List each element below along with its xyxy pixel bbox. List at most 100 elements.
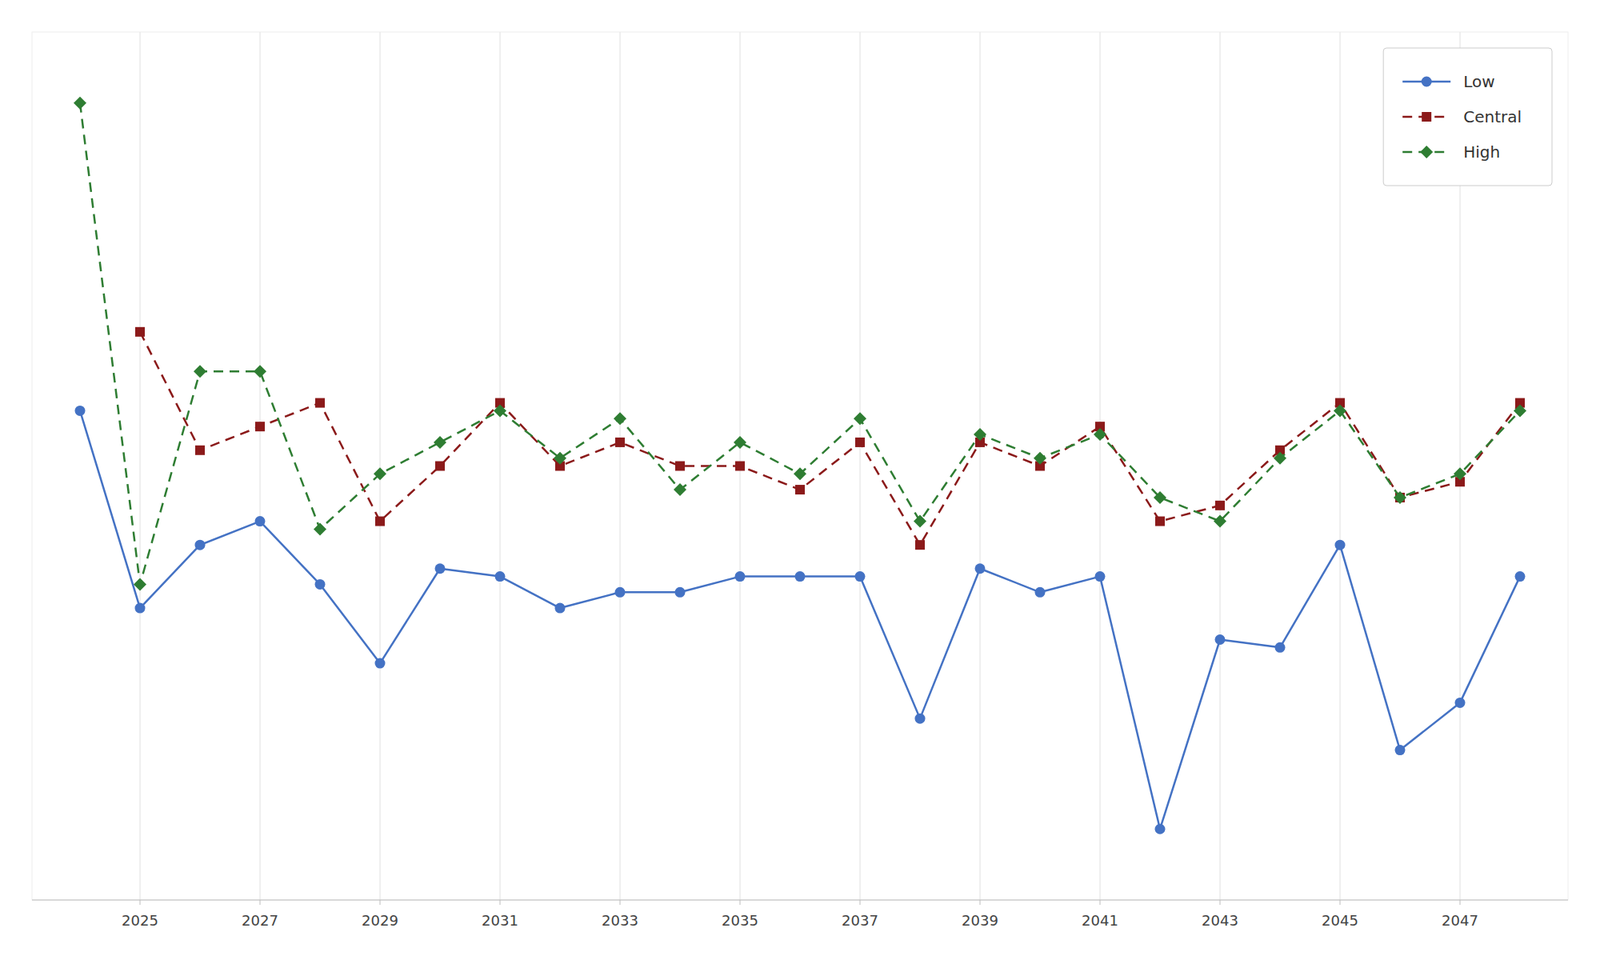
point-marker [1513,404,1527,417]
point-marker [1213,515,1227,528]
point-marker [433,436,447,449]
series-low [75,405,1526,835]
x-tick-label: 2031 [481,912,519,929]
plot-area [73,96,1527,835]
x-tick [140,900,141,905]
point-marker [913,515,927,528]
x-grid-line [620,32,621,900]
legend-label: High [1463,142,1500,162]
point-marker [75,405,86,416]
point-marker [493,404,507,417]
point-marker [553,452,567,465]
point-marker [673,483,687,496]
point-marker [613,412,627,425]
legend-marker [1421,76,1432,88]
x-tick [860,900,861,905]
x-tick [980,900,981,905]
point-marker [1453,467,1467,480]
legend-marker [1421,112,1432,122]
point-marker [615,437,625,448]
point-marker [793,467,807,480]
legend-label: Central [1463,107,1522,127]
x-tick [1340,900,1341,905]
point-marker [795,571,806,582]
x-tick [260,900,261,905]
point-marker [1035,587,1046,598]
legend-label: Low [1463,72,1495,92]
point-marker [1455,697,1466,708]
x-grid-line [1100,32,1101,900]
x-tick-label: 2025 [121,912,159,929]
point-marker [255,421,265,432]
point-marker [133,577,147,591]
x-tick [500,900,501,905]
point-marker [973,428,987,441]
legend: Low Central High [1383,48,1552,186]
point-marker [1515,571,1526,582]
point-marker [1153,491,1167,504]
chart-container: 2025202720292031203320352037203920412043… [0,0,1600,964]
point-marker [375,658,386,669]
point-marker [1033,452,1047,465]
point-marker [73,96,87,110]
x-grid-line [1340,32,1341,900]
x-tick-label: 2043 [1201,912,1239,929]
point-marker [195,445,205,456]
point-marker [255,516,266,527]
point-marker [855,437,865,448]
point-marker [675,587,686,598]
point-marker [313,522,327,536]
point-marker [373,467,387,480]
point-marker [1093,428,1107,441]
point-marker [375,516,385,527]
point-marker [853,412,867,425]
point-marker [435,461,445,472]
x-axis-line [32,900,1568,901]
point-marker [915,540,925,550]
point-marker [135,603,146,614]
point-marker [1155,824,1166,835]
x-grid-line [260,32,261,900]
point-marker [1275,642,1286,653]
series-line [140,332,1520,545]
point-marker [1095,571,1106,582]
point-marker [1215,634,1226,645]
point-marker [915,713,926,724]
point-marker [855,571,866,582]
x-tick [620,900,621,905]
point-marker [1393,491,1407,504]
x-grid-line [860,32,861,900]
x-tick [740,900,741,905]
point-marker [195,540,206,551]
point-marker [735,571,746,582]
x-tick-label: 2029 [361,912,399,929]
series-line [80,410,1520,829]
x-tick-label: 2027 [241,912,279,929]
x-tick [1220,900,1221,905]
point-marker [675,461,685,472]
point-marker [315,579,326,590]
x-grid-line [140,32,141,900]
point-marker [615,587,626,598]
x-tick-label: 2047 [1441,912,1479,929]
series-central [135,327,1525,550]
point-marker [495,571,506,582]
chart-svg: 2025202720292031203320352037203920412043… [0,0,1600,964]
x-grid-line [980,32,981,900]
point-marker [735,461,745,472]
x-grid-line [500,32,501,900]
point-marker [975,563,986,574]
point-marker [555,603,566,614]
x-tick-label: 2033 [601,912,639,929]
background [0,0,1600,964]
x-grid-line [380,32,381,900]
point-marker [435,563,446,574]
x-tick [1100,900,1101,905]
point-marker [733,436,747,449]
x-tick-label: 2037 [841,912,879,929]
x-tick [380,900,381,905]
series-high [73,96,1527,592]
point-marker [135,327,145,337]
point-marker [1273,452,1287,465]
x-tick [1460,900,1461,905]
